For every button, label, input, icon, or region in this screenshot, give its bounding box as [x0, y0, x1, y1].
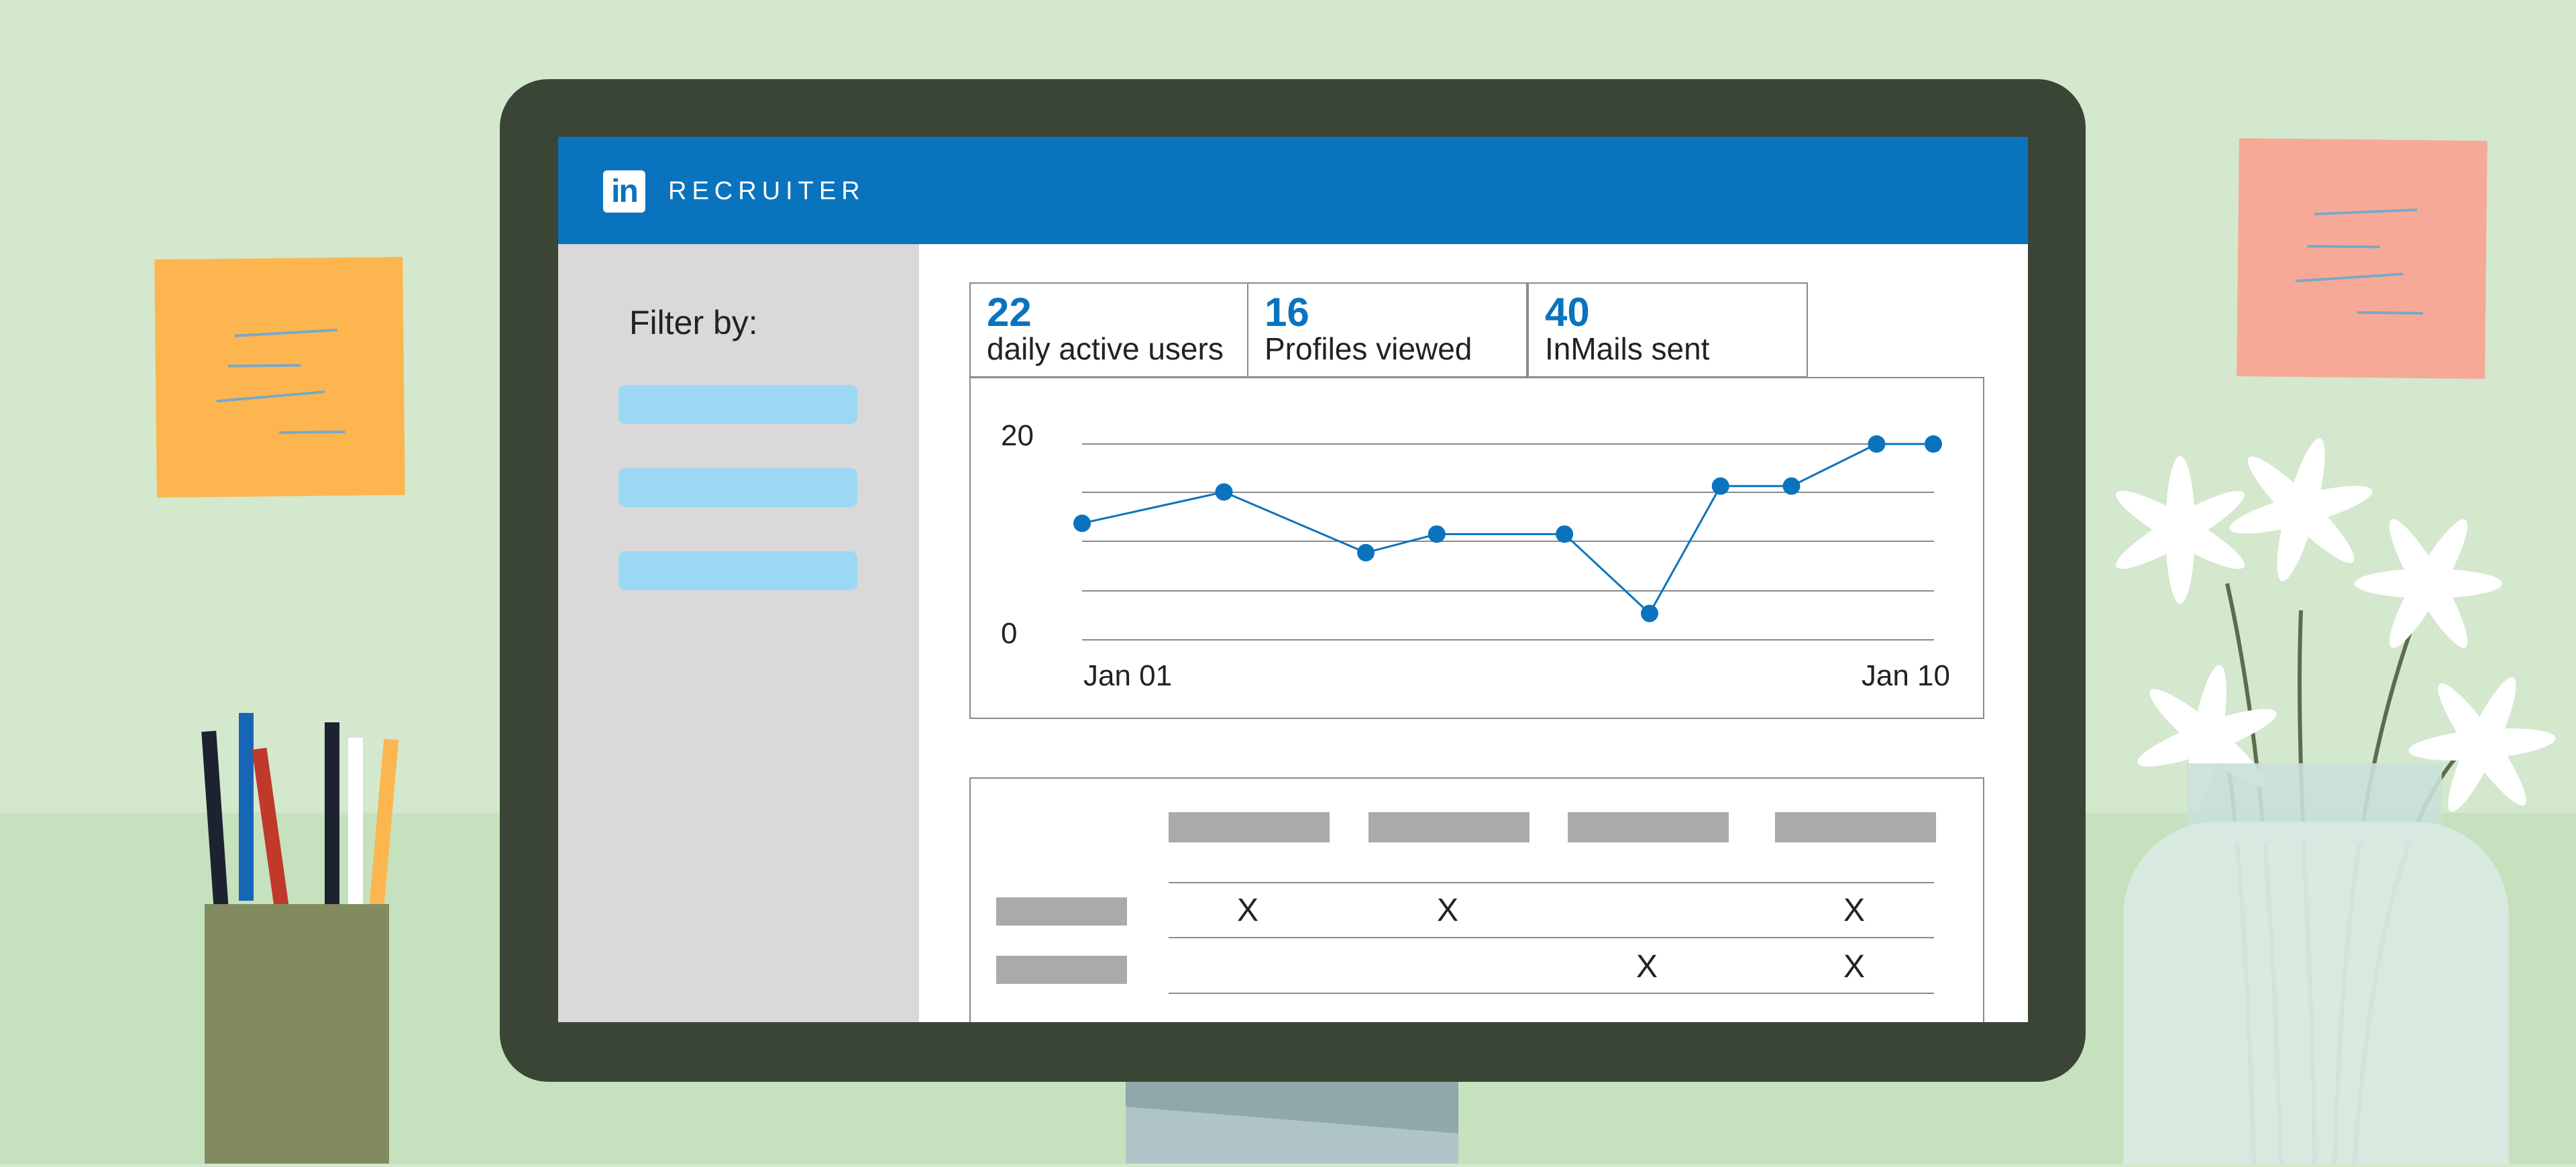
table-grid: X X XX X: [996, 812, 1936, 994]
column-header[interactable]: [1568, 812, 1729, 842]
column-header[interactable]: [1368, 812, 1529, 842]
flower-vase-icon: [2116, 438, 2556, 1164]
activity-chart: 20 0 Jan 01 Jan 10: [969, 377, 1984, 719]
data-point[interactable]: [1711, 477, 1729, 495]
monitor-screen: in RECRUITER Filter by: 22 daily active …: [558, 137, 2028, 1022]
table-cell-mark: X: [1636, 949, 1658, 985]
x-tick-label: Jan 01: [1083, 659, 1172, 692]
stat-label: daily active users: [987, 331, 1224, 366]
table-cell-mark: X: [1843, 893, 1865, 928]
stat-value: 22: [987, 290, 1032, 335]
sticky-note-pink: [2237, 138, 2487, 379]
filter-option[interactable]: [619, 551, 857, 590]
monitor-stand: [1126, 1080, 1458, 1164]
data-point[interactable]: [1357, 544, 1375, 562]
series-line: [1081, 443, 1933, 615]
app-title: RECRUITER: [668, 177, 865, 205]
linkedin-logo-icon[interactable]: in: [603, 170, 645, 213]
pencil-cup: [205, 904, 389, 1164]
column-header[interactable]: [1775, 812, 1936, 842]
data-point[interactable]: [1428, 525, 1446, 543]
data-point[interactable]: [1868, 435, 1886, 453]
filter-option[interactable]: [619, 385, 857, 424]
filter-option[interactable]: [619, 468, 857, 507]
pencil-icon: [348, 738, 363, 926]
scribble-lines-icon: [2295, 208, 2424, 315]
sticky-note-orange: [154, 257, 405, 498]
data-point[interactable]: [1073, 514, 1091, 533]
table-cell-mark: X: [1237, 893, 1258, 928]
data-point[interactable]: [1925, 435, 1942, 453]
scribble-lines-icon: [216, 329, 345, 434]
row-header[interactable]: [996, 897, 1127, 926]
data-point[interactable]: [1641, 604, 1658, 622]
app-header: in RECRUITER: [558, 137, 2028, 244]
row-header[interactable]: [996, 956, 1127, 984]
data-point[interactable]: [1782, 477, 1801, 495]
data-point[interactable]: [1556, 525, 1574, 543]
tab-daily-active-users[interactable]: 22 daily active users: [969, 282, 1248, 378]
pencil-icon: [325, 722, 339, 910]
pencil-icon: [239, 713, 254, 901]
table-cell-mark: X: [1437, 893, 1458, 928]
filter-sidebar: Filter by:: [558, 244, 919, 1022]
table-cell-mark: X: [1843, 949, 1865, 985]
stat-value: 16: [1265, 290, 1309, 335]
line-chart: 20 0 Jan 01 Jan 10: [1001, 419, 1950, 692]
stat-label: Profiles viewed: [1265, 331, 1472, 366]
stat-label: InMails sent: [1545, 331, 1710, 366]
y-tick-label: 0: [1001, 617, 1017, 650]
data-point[interactable]: [1215, 483, 1233, 501]
stat-value: 40: [1545, 290, 1590, 335]
y-tick-label: 20: [1001, 419, 1034, 452]
column-header[interactable]: [1169, 812, 1330, 842]
vase: [2123, 822, 2509, 1164]
tab-profiles-viewed[interactable]: 16 Profiles viewed: [1247, 282, 1527, 378]
x-tick-label: Jan 10: [1862, 659, 1950, 692]
tab-inmails-sent[interactable]: 40 InMails sent: [1527, 282, 1808, 378]
filter-label: Filter by:: [629, 304, 758, 341]
